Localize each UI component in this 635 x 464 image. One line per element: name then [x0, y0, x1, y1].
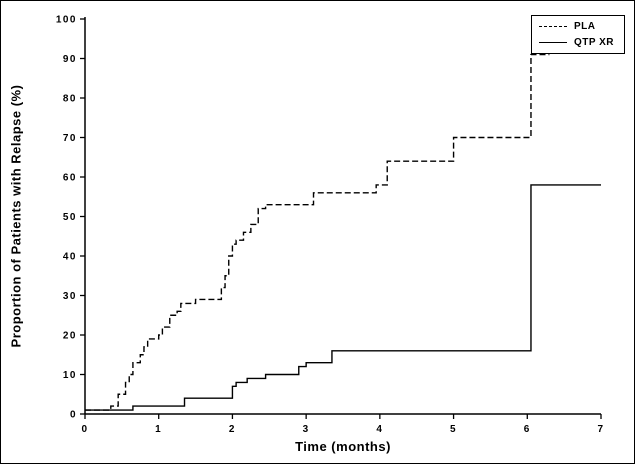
y-axis-label: Proportion of Patients with Relapse (%)	[8, 84, 24, 348]
dashed-line-sample-icon	[538, 26, 567, 27]
svg-text:100: 100	[56, 15, 77, 26]
svg-text:2: 2	[229, 424, 236, 435]
svg-text:80: 80	[63, 94, 77, 105]
legend-box: PLA QTP XR	[530, 15, 625, 54]
x-axis-label: Time (months)	[295, 439, 391, 454]
svg-text:10: 10	[63, 370, 77, 381]
legend-item-qtpxr: QTP XR	[538, 37, 614, 48]
svg-text:90: 90	[63, 54, 77, 65]
svg-text:0: 0	[70, 410, 77, 421]
legend-label-pla: PLA	[573, 21, 596, 32]
legend-item-pla: PLA	[538, 21, 614, 32]
svg-text:3: 3	[303, 424, 310, 435]
svg-text:1: 1	[155, 424, 162, 435]
svg-text:20: 20	[63, 331, 77, 342]
svg-text:30: 30	[63, 291, 77, 302]
svg-text:50: 50	[63, 212, 77, 223]
solid-line-sample-icon	[538, 42, 567, 43]
svg-text:60: 60	[63, 173, 77, 184]
svg-text:70: 70	[63, 133, 77, 144]
svg-text:40: 40	[63, 252, 77, 263]
legend-label-qtpxr: QTP XR	[573, 37, 614, 48]
svg-text:6: 6	[524, 424, 531, 435]
svg-text:4: 4	[376, 424, 383, 435]
svg-text:0: 0	[81, 424, 88, 435]
svg-text:7: 7	[597, 424, 604, 435]
svg-text:5: 5	[450, 424, 457, 435]
